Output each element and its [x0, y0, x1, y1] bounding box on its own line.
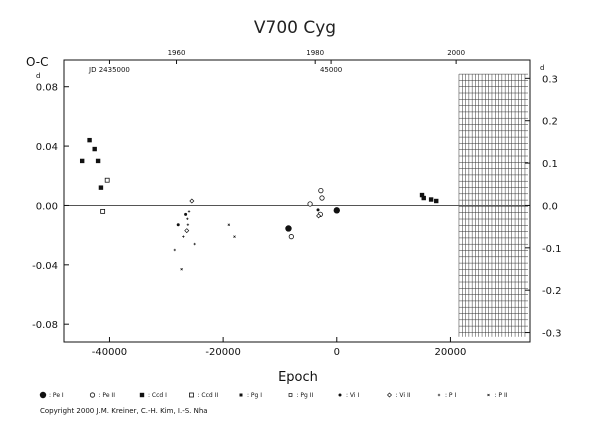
legend-label: : Pg II	[297, 392, 314, 399]
y2-tick-label: 0.0	[542, 201, 558, 212]
y-tick-label: -0.04	[32, 261, 58, 272]
legend-marker	[139, 392, 145, 398]
x-tick-label: -40000	[92, 347, 127, 358]
y2-axis-day-marker: d	[540, 64, 544, 72]
legend-label: : Pg I	[247, 392, 262, 399]
data-point	[95, 158, 101, 164]
y2-tick-label: -0.3	[542, 329, 562, 340]
legend: : Pe I : Pe II : Ccd I : Ccd II : Pg I : Pg I…	[39, 391, 508, 399]
data-point	[184, 212, 188, 216]
data-point	[318, 188, 324, 194]
y2-tick-label: -0.1	[542, 244, 562, 255]
legend-marker	[89, 392, 96, 398]
data-point	[421, 195, 426, 201]
x-tick-label: 20000	[435, 347, 467, 358]
x-tick-label: 0	[334, 347, 340, 358]
y-axis-ticks: 0.08 0.04 0.00 -0.04 -0.08	[32, 83, 69, 331]
data-point	[184, 228, 190, 234]
data-point	[227, 223, 231, 226]
y-tick-label: 0.04	[36, 142, 58, 153]
legend-label: : P I	[445, 392, 456, 399]
legend-label: : P II	[495, 392, 508, 399]
legend-marker	[189, 392, 194, 398]
jd-label: 45000	[320, 66, 342, 74]
y2-tick-label: 0.1	[542, 159, 558, 170]
legend-marker	[387, 392, 392, 398]
legend-marker	[437, 393, 441, 397]
legend-label: : Pe II	[99, 392, 116, 399]
data-point	[428, 197, 434, 202]
data-point	[189, 198, 195, 204]
data-point	[333, 207, 340, 214]
data-point	[186, 223, 190, 226]
data-point	[87, 137, 92, 143]
legend-label: : Vi II	[396, 392, 411, 399]
data-point	[186, 217, 189, 221]
data-point	[92, 146, 97, 152]
year-tick-label: 1980	[306, 49, 324, 57]
chart-title: V700 Cyg	[254, 18, 336, 38]
data-point	[193, 242, 196, 246]
data-points	[79, 137, 439, 271]
data-point	[182, 235, 185, 238]
data-point	[187, 210, 191, 213]
data-point	[173, 248, 177, 252]
copyright-text: Copyright 2000 J.M. Kreiner, C.-H. Kim, …	[40, 407, 208, 415]
y-tick-label: -0.08	[32, 320, 58, 331]
year-tick-label: 1960	[168, 49, 186, 57]
legend-label: : Vi I	[346, 392, 359, 399]
data-point	[233, 235, 236, 238]
legend-label: : Ccd II	[198, 392, 219, 399]
data-point	[100, 208, 106, 214]
data-point	[419, 192, 425, 198]
data-point	[79, 158, 85, 164]
year-axis-ticks: 1960 1980 2000	[168, 49, 465, 64]
data-point	[434, 198, 439, 204]
plot-frame	[63, 59, 531, 343]
y-tick-label: 0.08	[36, 83, 58, 94]
data-point	[316, 208, 320, 212]
top-axis-labels: JD 2435000 45000	[88, 60, 342, 74]
y2-tick-label: 0.3	[542, 74, 558, 85]
data-point	[307, 201, 313, 207]
x-axis-label: Epoch	[278, 370, 318, 385]
data-point	[285, 225, 292, 232]
data-point	[316, 213, 322, 219]
legend-label: : Ccd I	[148, 392, 167, 399]
y-axis-label: O-C	[26, 55, 49, 69]
y-tick-label: 0.00	[36, 201, 58, 212]
y-axis-day-marker: d	[36, 72, 40, 80]
legend-marker	[288, 393, 293, 397]
data-point	[176, 223, 180, 227]
x-axis-ticks: -40000 -20000 0 20000	[92, 337, 467, 358]
data-point	[288, 234, 294, 240]
legend-marker	[338, 393, 342, 397]
data-point	[104, 177, 110, 183]
jd-label: JD 2435000	[88, 66, 130, 74]
year-tick-label: 2000	[447, 49, 465, 57]
legend-label: : Pe I	[49, 392, 64, 399]
legend-marker	[487, 393, 490, 397]
x-tick-label: -20000	[205, 347, 240, 358]
data-point	[319, 195, 325, 201]
legend-marker	[239, 393, 243, 397]
y2-tick-label: 0.2	[542, 117, 558, 128]
y2-axis-ticks: 0.3 0.2 0.1 0.0 -0.1 -0.2 -0.3	[525, 74, 562, 340]
data-point	[180, 268, 183, 271]
data-point	[98, 185, 104, 190]
legend-marker	[39, 391, 47, 399]
y2-tick-label: -0.2	[542, 286, 562, 297]
